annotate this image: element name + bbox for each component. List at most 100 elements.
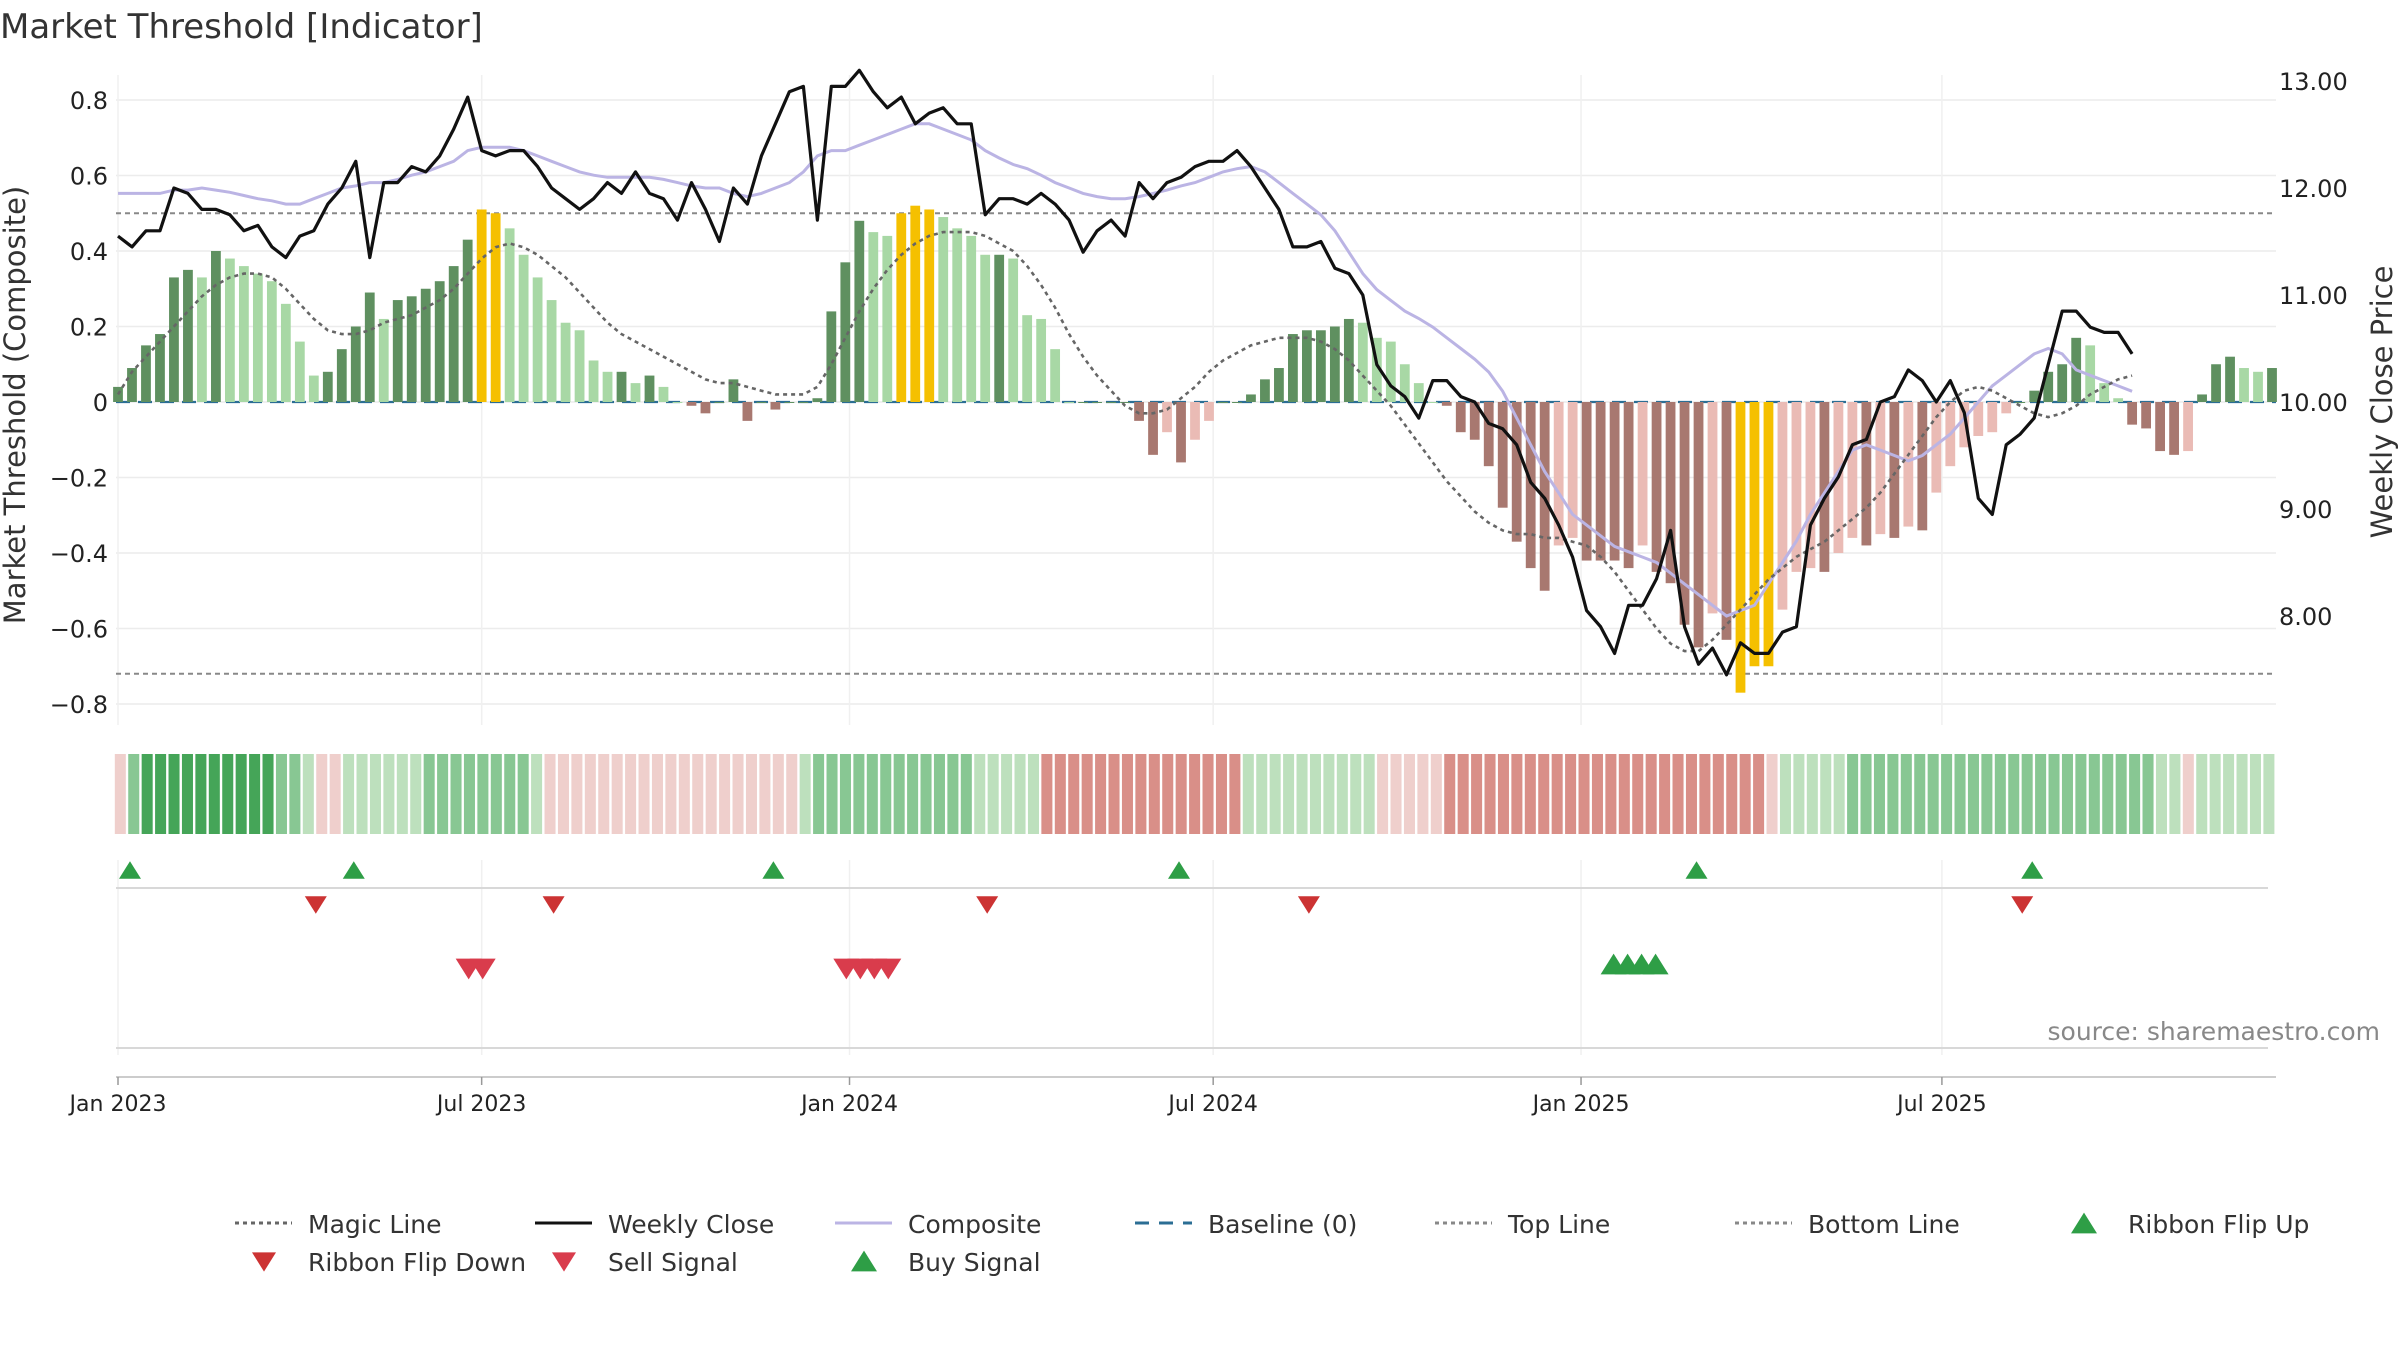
- left-tick-label: −0.4: [50, 540, 108, 568]
- composite-bar: [742, 402, 753, 421]
- ribbon-cell: [1524, 754, 1536, 834]
- composite-bar: [1805, 402, 1816, 569]
- left-tick-label: −0.8: [50, 691, 108, 719]
- ribbon-cell: [1014, 754, 1026, 834]
- composite-bar: [1665, 402, 1676, 584]
- magic-line: [116, 230, 2133, 653]
- date-tick-label: Jul 2024: [1166, 1092, 1258, 1117]
- composite-bar: [1357, 322, 1368, 402]
- legend-swatch: [552, 1252, 576, 1272]
- composite-bar: [1987, 402, 1998, 433]
- composite-bar: [266, 281, 277, 402]
- ribbon-cell: [893, 754, 905, 834]
- ribbon-cell: [410, 754, 422, 834]
- composite-bar: [2127, 402, 2138, 425]
- composite-bar: [113, 386, 123, 402]
- composite-bar: [1469, 402, 1480, 440]
- composite-bar: [2267, 368, 2277, 402]
- ribbon-cell: [1994, 754, 2006, 834]
- ribbon-cell: [705, 754, 717, 834]
- ribbon-cell: [490, 754, 502, 834]
- composite-bar: [1329, 326, 1340, 402]
- ribbon-cell: [222, 754, 234, 834]
- legend-swatch: [851, 1250, 877, 1272]
- composite-bar: [1232, 402, 1242, 403]
- composite-bar: [1218, 402, 1228, 403]
- composite-bar: [812, 398, 823, 402]
- composite-bar: [1693, 402, 1704, 648]
- ribbon-cell: [504, 754, 516, 834]
- legend-item: Ribbon Flip Down: [252, 1248, 526, 1277]
- sell-signal-marker: [469, 958, 496, 980]
- ribbon-cell: [772, 754, 784, 834]
- ribbon-cell: [584, 754, 596, 834]
- composite-bar: [2057, 364, 2068, 402]
- composite-bar: [1497, 402, 1508, 508]
- ribbon-cell: [141, 754, 153, 834]
- ribbon-flip-up-marker: [342, 861, 365, 879]
- ribbon-cell: [1430, 754, 1442, 834]
- composite-bar: [1721, 402, 1732, 640]
- composite-bar: [1763, 402, 1774, 667]
- ribbon-cell: [1820, 754, 1832, 834]
- ribbon-cell: [1685, 754, 1697, 834]
- ribbon-cell: [1847, 754, 1859, 834]
- ribbon-cell: [1981, 754, 1993, 834]
- composite-bar: [169, 277, 179, 402]
- legend-label: Buy Signal: [908, 1248, 1041, 1277]
- right-axis-label: Weekly Close Price: [2365, 266, 2399, 539]
- composite-bar: [1511, 402, 1522, 542]
- composite-bar: [1441, 402, 1452, 406]
- ribbon-cell: [759, 754, 771, 834]
- legend-item: Top Line: [1435, 1210, 1610, 1239]
- right-tick-label: 8.00: [2279, 603, 2332, 631]
- ribbon-cell: [1121, 754, 1133, 834]
- ribbon-cell: [1739, 754, 1751, 834]
- ribbon-cell: [1283, 754, 1295, 834]
- composite-bar: [141, 345, 151, 402]
- composite-bar: [2253, 371, 2263, 402]
- composite-bar: [2043, 371, 2054, 402]
- ribbon-cell: [1336, 754, 1348, 834]
- date-tick-label: Jan 2024: [799, 1092, 898, 1117]
- ribbon-cell: [275, 754, 287, 834]
- ribbon-cell: [1659, 754, 1671, 834]
- ribbon-cell: [1900, 754, 1912, 834]
- ribbon-cell: [195, 754, 207, 834]
- legend: Magic Line Weekly Close Composite Baseline …: [235, 1210, 2309, 1277]
- ribbon-cell: [1632, 754, 1644, 834]
- ribbon-cell: [1363, 754, 1375, 834]
- ribbon-cell: [1927, 754, 1939, 834]
- composite-bar: [1092, 402, 1102, 403]
- composite-bar: [1288, 334, 1298, 402]
- composite-bar: [658, 386, 669, 402]
- composite-bar: [770, 402, 781, 410]
- ribbon-cell: [1699, 754, 1711, 834]
- composite-bar: [252, 273, 263, 402]
- composite-bar: [476, 209, 487, 402]
- ribbon-cell: [692, 754, 704, 834]
- legend-label: Weekly Close: [608, 1210, 774, 1239]
- legend-swatch: [2071, 1212, 2097, 1234]
- composite-bar: [2113, 398, 2124, 402]
- composite-bar: [1679, 402, 1690, 625]
- composite-bar: [1525, 402, 1536, 569]
- ribbon-cell: [1390, 754, 1402, 834]
- ribbon-cell: [155, 754, 167, 834]
- ribbon-cell: [2223, 754, 2235, 834]
- composite-bar: [211, 251, 221, 402]
- composite-bar: [630, 383, 641, 402]
- ribbon-cell: [1672, 754, 1684, 834]
- composite-bar: [2183, 402, 2193, 452]
- left-axis-ticks: 0.8 0.6 0.4 0.2 0 −0.2 −0.4 −0.6 −0.8: [50, 87, 108, 719]
- ribbon-cell: [262, 754, 274, 834]
- composite-bar: [1190, 402, 1200, 440]
- composite-bar: [938, 217, 949, 402]
- composite-bar: [532, 277, 543, 402]
- ribbon-cell: [960, 754, 972, 834]
- series-lines: [116, 68, 2134, 677]
- grid: [116, 75, 2276, 1055]
- ribbon-cell: [2115, 754, 2127, 834]
- right-tick-label: 10.00: [2279, 389, 2348, 417]
